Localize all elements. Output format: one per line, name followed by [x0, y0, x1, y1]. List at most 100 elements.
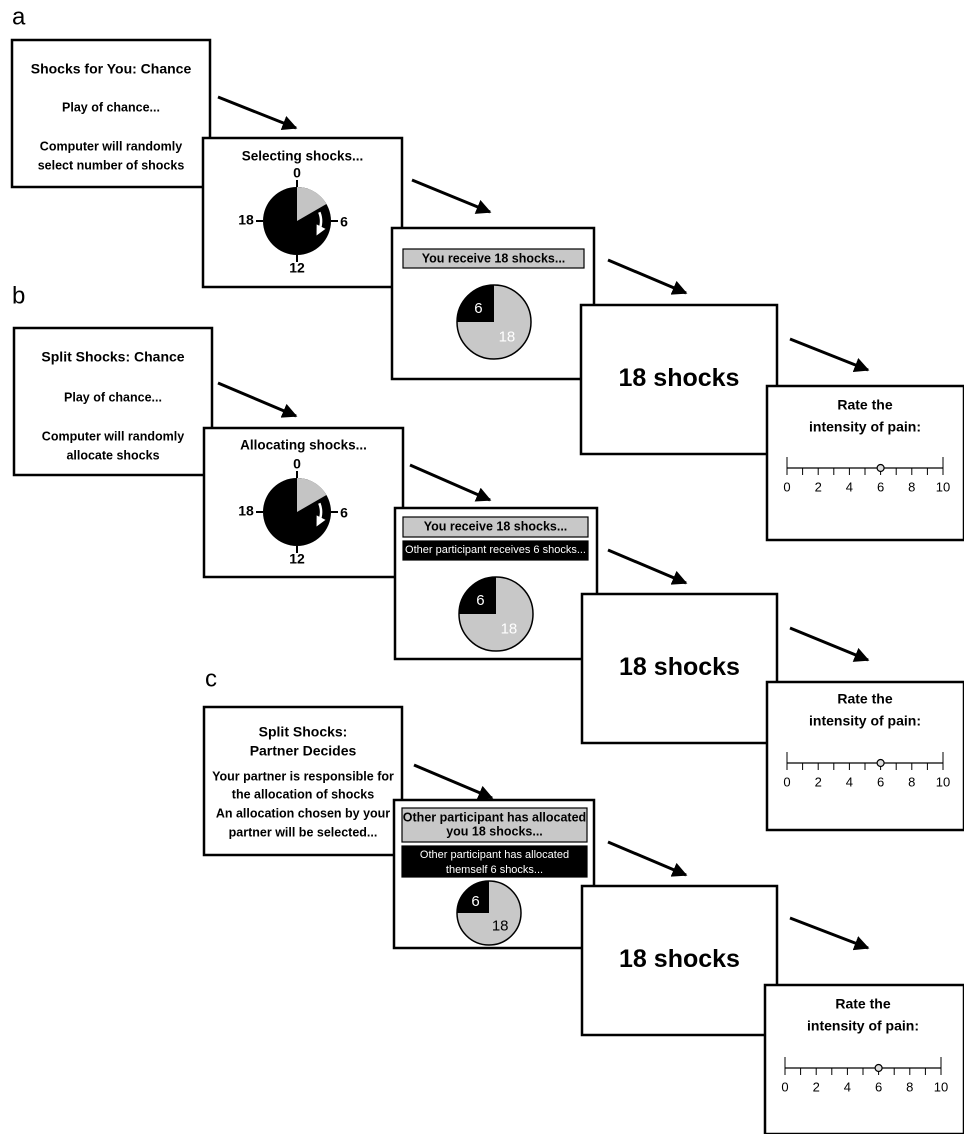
dial-wedge	[297, 478, 327, 512]
arrow	[789, 626, 870, 662]
panel-label: c	[205, 665, 217, 692]
selecting-title: Allocating shocks...	[240, 438, 367, 453]
pie-label: 6	[471, 893, 479, 910]
message-text: you 18 shocks...	[446, 824, 543, 838]
selecting-title: Selecting shocks...	[242, 149, 364, 164]
scale-label: 8	[908, 774, 915, 789]
pie-label: 18	[492, 917, 509, 934]
arrow	[217, 95, 298, 130]
delivery-text: 18 shocks	[619, 945, 740, 973]
delivery-text: 18 shocks	[619, 364, 740, 392]
intro-box	[10, 38, 212, 189]
rating-box	[765, 384, 964, 542]
arrow	[607, 258, 688, 295]
message-text: themself 6 shocks...	[446, 864, 543, 876]
scale-label: 0	[783, 774, 790, 789]
delivery-box	[580, 592, 779, 745]
intro-box	[202, 705, 404, 857]
dial-label: 0	[293, 456, 301, 472]
dial-label: 0	[293, 165, 301, 181]
scale-label: 2	[813, 1079, 820, 1094]
arrow	[411, 178, 492, 214]
dial-arrow	[316, 211, 326, 236]
dial-label: 12	[289, 551, 305, 567]
pie-slice	[457, 285, 494, 322]
scale-label: 10	[934, 1079, 948, 1094]
message-bar	[401, 807, 588, 843]
dial-arrow	[316, 502, 326, 527]
scale-label: 0	[783, 479, 790, 494]
message-bar-dark	[401, 845, 588, 878]
delivery-box	[580, 884, 779, 1037]
panel-label: a	[12, 3, 26, 30]
scale-label: 0	[781, 1079, 788, 1094]
intro-text: Play of chance...	[64, 390, 162, 404]
scale-label: 2	[815, 479, 822, 494]
message-text: You receive 18 shocks...	[422, 251, 566, 265]
intro-box	[12, 326, 214, 477]
scale-label: 4	[844, 1079, 851, 1094]
intro-title: Split Shocks:	[259, 724, 348, 740]
rating-prompt: Rate the	[837, 397, 892, 413]
scale-marker	[876, 758, 885, 768]
message-text: You receive 18 shocks...	[424, 519, 568, 533]
scale-marker	[874, 1063, 883, 1073]
dial-wedge	[297, 187, 327, 221]
intro-text: An allocation chosen by your	[216, 806, 390, 820]
delivery-text: 18 shocks	[619, 653, 740, 681]
message-bar-dark	[402, 540, 589, 561]
message-text: Other participant has allocated	[403, 810, 586, 824]
scale-label: 10	[936, 774, 950, 789]
rating-box	[763, 983, 964, 1134]
arrow	[409, 463, 492, 502]
rating-box	[765, 680, 964, 832]
scale-label: 6	[875, 1079, 882, 1094]
message-text: Other participant receives 6 shocks...	[405, 544, 586, 556]
intro-text: allocate shocks	[66, 448, 159, 462]
message-bar	[402, 516, 589, 538]
scale-label: 4	[846, 479, 853, 494]
scale-label: 4	[846, 774, 853, 789]
scale-label: 8	[906, 1079, 913, 1094]
intro-text: partner will be selected...	[229, 825, 378, 839]
intro-title: Shocks for You: Chance	[31, 61, 192, 77]
pie-label: 6	[476, 592, 484, 609]
pie-slice	[457, 881, 489, 913]
message-bar	[402, 248, 585, 269]
rating-prompt: Rate the	[835, 996, 890, 1012]
scale-label: 10	[936, 479, 950, 494]
dial-label: 6	[340, 214, 348, 230]
intro-text: the allocation of shocks	[232, 787, 374, 801]
dial-label: 6	[340, 505, 348, 521]
scale-label: 2	[815, 774, 822, 789]
dial-label: 18	[238, 212, 254, 228]
rating-prompt: intensity of pain:	[809, 713, 921, 729]
delivery-box	[579, 303, 779, 456]
dial-label: 18	[238, 503, 254, 519]
scale-label: 6	[877, 479, 884, 494]
intro-text: Your partner is responsible for	[212, 769, 394, 783]
rating-prompt: Rate the	[837, 691, 892, 707]
scale-marker	[876, 463, 885, 473]
panel-label: b	[12, 282, 25, 309]
arrow	[413, 763, 494, 800]
rating-prompt: intensity of pain:	[807, 1018, 919, 1034]
scale-label: 8	[908, 479, 915, 494]
intro-title: Split Shocks: Chance	[41, 349, 184, 365]
intro-text: select number of shocks	[38, 158, 185, 172]
message-text: Other participant has allocated	[420, 849, 569, 861]
scale-label: 6	[877, 774, 884, 789]
intro-text: Computer will randomly	[42, 429, 184, 443]
pie-label: 18	[499, 329, 516, 346]
pie-slice	[459, 577, 496, 614]
dial-label: 12	[289, 260, 305, 276]
arrow	[607, 548, 688, 585]
intro-text: Computer will randomly	[40, 139, 182, 153]
arrow	[217, 381, 298, 418]
rating-prompt: intensity of pain:	[809, 419, 921, 435]
intro-title: Partner Decides	[250, 743, 357, 759]
arrow	[607, 840, 688, 877]
arrow	[789, 916, 870, 951]
